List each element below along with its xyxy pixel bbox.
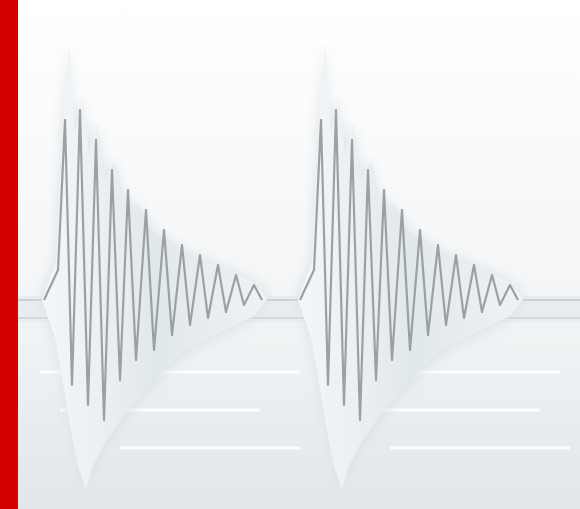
waveform-burst-2 [296,40,526,495]
accent-bar [0,0,18,509]
waveform-burst-1 [40,40,270,495]
